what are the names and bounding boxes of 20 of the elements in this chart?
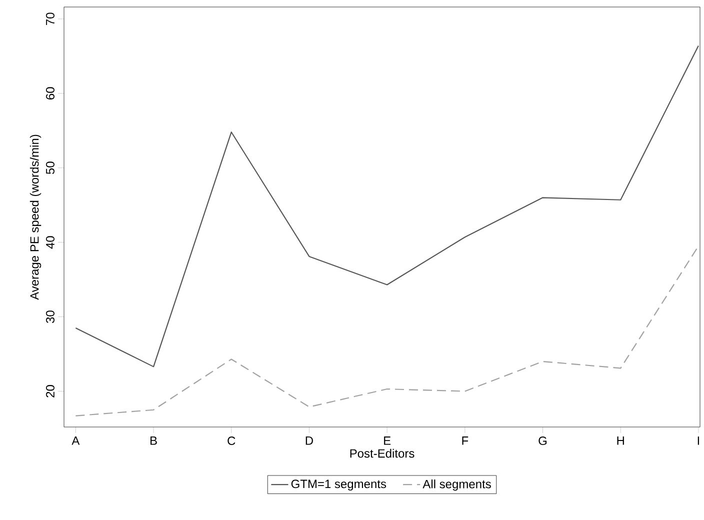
x-tick-label: F [462,436,468,445]
y-tick-label: 20 [46,385,54,398]
x-axis-title: Post-Editors [350,448,414,458]
y-tick-label: 70 [46,12,54,25]
x-tick-label: B [150,436,157,445]
x-tick-label: H [617,436,624,445]
x-tick-label: I [698,436,700,445]
x-tick-label: D [306,436,313,445]
x-tick-label: A [72,436,80,445]
legend-label: All segments [422,480,491,491]
y-tick-label: 60 [46,87,54,100]
x-tick-label: C [228,436,236,446]
y-tick-label: 40 [46,236,54,249]
y-axis-title: Average PE speed (words/min) [30,134,42,300]
legend-label: GTM=1 segments [291,480,386,491]
x-tick-label: E [384,436,391,445]
line-series [75,45,699,368]
x-tick-label: G [538,436,547,446]
y-tick-label: 50 [46,162,54,174]
y-tick-label: 30 [46,310,54,324]
